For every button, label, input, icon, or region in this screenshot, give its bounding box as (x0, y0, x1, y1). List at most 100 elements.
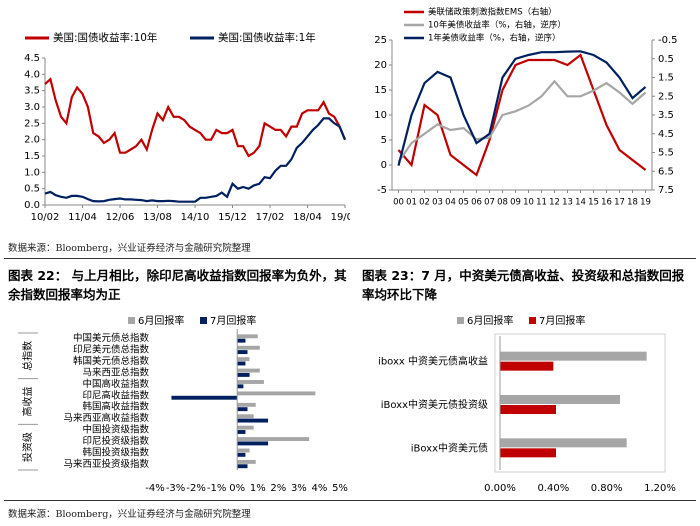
y-tick-label: 10 (374, 110, 387, 121)
y-tick-label: 3.0 (24, 102, 40, 113)
x-tick-label: 04 (445, 198, 456, 208)
x-tick-label: 3% (291, 483, 307, 494)
group-label: 高收益 (21, 387, 34, 417)
x-tick-label: 10/02 (31, 212, 60, 223)
bar (237, 459, 256, 464)
bar (237, 441, 269, 446)
y2-tick-label: 3.5 (658, 110, 674, 121)
legend-swatch (200, 317, 207, 324)
bar (237, 437, 310, 442)
y-tick-label: 15 (374, 85, 387, 96)
x-tick-label: 12/06 (106, 212, 135, 223)
divider (4, 258, 696, 259)
category-label: 中国美元债总指数 (73, 332, 150, 344)
bar (237, 414, 254, 419)
x-tick-label: 0.40% (537, 483, 569, 494)
x-tick-label: 19/06 (331, 212, 350, 223)
y2-tick-label: 5.5 (658, 148, 674, 159)
x-tick-label: -1% (207, 483, 226, 494)
x-tick-label: 1% (250, 483, 266, 494)
y-tick-label: 25 (374, 35, 387, 46)
x-tick-label: -3% (166, 483, 185, 494)
legend-label: 6月回报率 (467, 314, 513, 327)
x-tick-label: 05 (458, 198, 469, 208)
group-label: 投资级 (21, 432, 34, 462)
legend-swatch (529, 317, 536, 324)
legend-label: 7月回报率 (210, 314, 256, 327)
x-tick-label: 15 (588, 198, 599, 208)
bar (237, 368, 260, 373)
x-tick-label: 06 (471, 198, 482, 208)
y-tick-label: 4.5 (24, 53, 40, 64)
source-note: 数据来源：Bloomberg，兴业证券经济与金融研究院整理 (8, 509, 251, 520)
legend-swatch (128, 317, 135, 324)
figure-title: 图表 22： 与上月相比，除印尼高收益指数回报率为负外，其余指数回报率均为正 (8, 268, 347, 302)
y2-tick-label: 6.5 (658, 166, 674, 177)
bar (237, 334, 258, 339)
y2-tick-label: 2.5 (658, 91, 674, 102)
category-label: 印尼高收益指数 (82, 389, 149, 401)
series-line (44, 77, 347, 158)
x-tick-label: -2% (186, 483, 205, 494)
y-tick-label: 2.5 (24, 118, 40, 129)
x-tick-label: -4% (145, 483, 164, 494)
bar (500, 361, 554, 371)
x-tick-label: 03 (432, 198, 443, 208)
bar (237, 338, 246, 343)
x-tick-label: 08 (497, 198, 508, 208)
x-tick-label: 0% (229, 483, 245, 494)
x-tick-label: 00 (393, 198, 404, 208)
x-tick-label: 13/08 (143, 212, 172, 223)
y2-tick-label: -0.5 (658, 35, 678, 46)
y-tick-label: 2.0 (24, 135, 40, 146)
bar (237, 372, 250, 377)
series-line (397, 53, 647, 177)
bar (500, 448, 556, 458)
bar (500, 405, 556, 414)
legend-label: 6月回报率 (138, 314, 184, 327)
y-tick-label: 1.0 (24, 167, 40, 178)
category-label: 中国高收益指数 (82, 378, 149, 390)
x-tick-label: 14/10 (181, 212, 210, 223)
x-tick-label: 2% (270, 483, 286, 494)
x-tick-label: 19 (640, 198, 651, 208)
y-tick-label: -5 (377, 185, 387, 196)
bar (237, 350, 248, 355)
category-label: 中国投资级指数 (82, 424, 149, 436)
legend-label: 10年美债收益率（%，右轴，逆序） (428, 20, 566, 31)
x-tick-label: 15/12 (218, 212, 247, 223)
y2-tick-label: 7.5 (658, 185, 674, 196)
series-line (44, 117, 347, 203)
chart-china-returns: 0.00% 0.40% 0.80% 1.20% iboxx 中资美元债高收益 iBoxx中… (378, 314, 676, 494)
category-label: iBoxx中资美元债投资级 (381, 398, 488, 411)
x-tick-label: 10 (523, 198, 534, 208)
x-tick-label: 16 (601, 198, 612, 208)
legend-swatch (457, 317, 464, 324)
chart-returns: -4% -3% -2% -1% 0% 1% 2% 3% 4% 5% 中国美元债总指数印尼美元债总指数… (18, 314, 348, 494)
bar (237, 448, 250, 453)
bar (237, 380, 264, 384)
category-label: iBoxx中资美元债 (411, 441, 488, 454)
x-tick-label: 07 (484, 198, 495, 208)
x-tick-label: 17 (614, 198, 625, 208)
bar (237, 418, 269, 423)
legend-label: 7月回报率 (539, 314, 585, 327)
bar (171, 395, 238, 400)
y-tick-label: 5 (381, 135, 387, 146)
group-label: 总指数 (21, 341, 34, 371)
bar (237, 384, 244, 389)
y-tick-label: 0.5 (24, 184, 40, 195)
bar (237, 425, 254, 430)
category-label: 韩国美元债总指数 (73, 355, 150, 367)
x-tick-label: 0.00% (484, 483, 516, 494)
y-tick-label: 3.5 (24, 86, 40, 97)
series-line (397, 50, 647, 166)
bar (500, 351, 647, 361)
category-label: 印尼投资级指数 (82, 435, 149, 447)
x-tick-label: 5% (332, 483, 348, 494)
category-label: iboxx 中资美元债高收益 (378, 355, 488, 368)
bar (237, 464, 248, 469)
bar (237, 452, 246, 457)
